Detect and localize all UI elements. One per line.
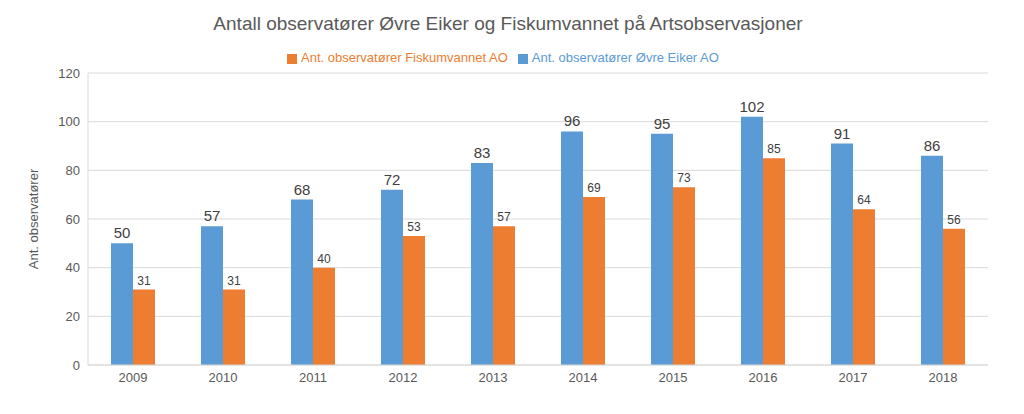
svg-text:50: 50 <box>114 224 131 241</box>
svg-text:72: 72 <box>384 171 401 188</box>
svg-text:31: 31 <box>137 274 151 288</box>
svg-text:2018: 2018 <box>929 370 958 385</box>
svg-text:96: 96 <box>564 112 581 129</box>
svg-text:102: 102 <box>739 98 764 115</box>
svg-text:100: 100 <box>58 114 80 129</box>
svg-text:91: 91 <box>834 125 851 142</box>
svg-text:2009: 2009 <box>119 370 148 385</box>
svg-text:68: 68 <box>294 181 311 198</box>
svg-text:Ant. observatører: Ant. observatører <box>26 168 41 269</box>
svg-text:2011: 2011 <box>299 370 327 385</box>
svg-text:64: 64 <box>857 193 871 207</box>
svg-text:2010: 2010 <box>209 370 238 385</box>
svg-text:73: 73 <box>677 171 691 185</box>
html-text:Ant. observatører Fiskumvannet: Ant. observatører Fiskumvannet AO <box>301 50 508 65</box>
svg-text:2013: 2013 <box>479 370 508 385</box>
svg-text:69: 69 <box>587 181 601 195</box>
svg-text:2014: 2014 <box>569 370 598 385</box>
svg-text:86: 86 <box>924 137 941 154</box>
svg-text:57: 57 <box>204 207 221 224</box>
svg-text:85: 85 <box>767 142 781 156</box>
svg-text:40: 40 <box>317 252 331 266</box>
svg-text:2015: 2015 <box>659 370 688 385</box>
svg-text:40: 40 <box>66 260 80 275</box>
svg-text:31: 31 <box>227 274 241 288</box>
svg-text:80: 80 <box>66 163 80 178</box>
svg-text:0: 0 <box>73 358 80 373</box>
html-text:Antall observatører Øvre Eiker: Antall observatører Øvre Eiker og Fiskum… <box>213 13 803 34</box>
svg-text:2016: 2016 <box>749 370 778 385</box>
svg-text:120: 120 <box>58 66 80 81</box>
svg-text:20: 20 <box>66 309 80 324</box>
svg-text:2012: 2012 <box>389 370 418 385</box>
svg-text:53: 53 <box>407 220 421 234</box>
svg-text:95: 95 <box>654 115 671 132</box>
svg-text:57: 57 <box>497 210 511 224</box>
svg-text:83: 83 <box>474 144 491 161</box>
svg-text:2017: 2017 <box>839 370 868 385</box>
svg-text:60: 60 <box>66 212 80 227</box>
html-text:Ant. observatører Øvre Eiker A: Ant. observatører Øvre Eiker AO <box>531 50 719 65</box>
svg-text:56: 56 <box>947 213 961 227</box>
